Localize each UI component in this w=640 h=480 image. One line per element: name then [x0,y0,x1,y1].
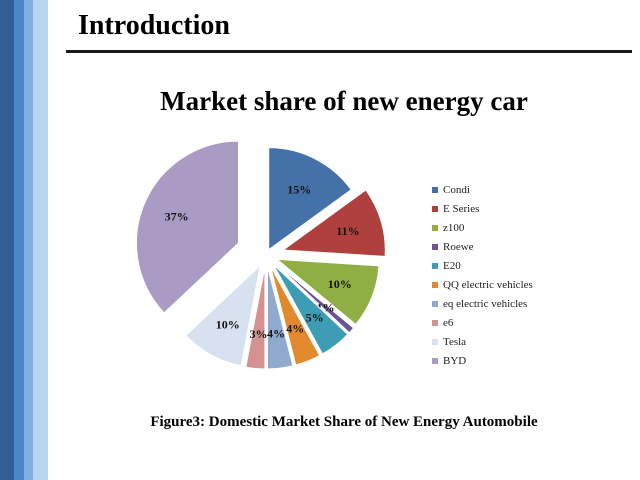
pie-data-label: 5% [306,311,324,325]
pie-data-label: 37% [165,209,189,223]
legend-label: E20 [443,259,461,272]
pie-slice-e20 [272,264,349,355]
legend-label: Roewe [443,240,474,253]
pie-slice-roewe [274,262,355,334]
legend-swatch [432,319,438,326]
legend-swatch [432,243,438,250]
legend-swatch [432,357,438,364]
legend-label: QQ electric vehicles [443,278,533,291]
legend-item: z100 [432,218,533,237]
legend-swatch [432,300,438,307]
sidebar-stripe [33,0,48,480]
sidebar-stripe [14,0,24,480]
legend-label: E Series [443,202,480,215]
pie-data-label: 10% [216,318,240,332]
chart-legend: Condi E Series z100 Roewe E20 QQ electric veh… [432,180,533,370]
pie-slice-z100 [275,258,380,326]
pie-data-label: 3% [250,327,268,341]
pie-data-label: 4% [286,322,304,336]
pie-slice-eq-electric-vehicles [267,266,294,370]
pie-data-label: 10% [328,277,352,291]
legend-item: e6 [432,313,533,332]
pie-slice-byd [136,140,239,314]
legend-item: E Series [432,199,533,218]
legend-label: z100 [443,221,465,234]
legend-swatch [432,262,438,269]
legend-item: Tesla [432,332,533,351]
legend-item: E20 [432,256,533,275]
sidebar-stripe [0,0,14,480]
legend-label: Tesla [443,335,467,348]
sidebar-decoration [0,0,48,480]
legend-swatch [432,224,438,231]
pie-data-label: 15% [287,183,311,197]
legend-item: BYD [432,351,533,370]
sidebar-stripe [24,0,33,480]
legend-label: eq electric vehicles [443,297,528,310]
chart-title: Market share of new energy car [160,86,528,116]
slide-title: Introduction [78,10,230,41]
legend-swatch [432,338,438,345]
pie-slice-e-series [281,189,386,257]
pie-slice-e6 [245,266,266,370]
pie-slice-qq-electric-vehicles [269,265,321,366]
legend-swatch [432,186,438,193]
pie-slice-condi [268,147,352,251]
legend-swatch [432,205,438,212]
legend-item: eq electric vehicles [432,294,533,313]
pie-data-label: 11% [336,224,359,238]
title-divider [66,50,632,53]
legend-item: Condi [432,180,533,199]
pie-data-label: 4% [267,327,285,341]
figure-caption: Figure3: Domestic Market Share of New En… [150,414,538,430]
pie-slice-tesla [185,264,261,367]
legend-label: BYD [443,354,467,367]
legend-label: Condi [443,183,470,196]
legend-label: e6 [443,316,454,329]
legend-item: Roewe [432,237,533,256]
legend-swatch [432,281,438,288]
legend-item: QQ electric vehicles [432,275,533,294]
